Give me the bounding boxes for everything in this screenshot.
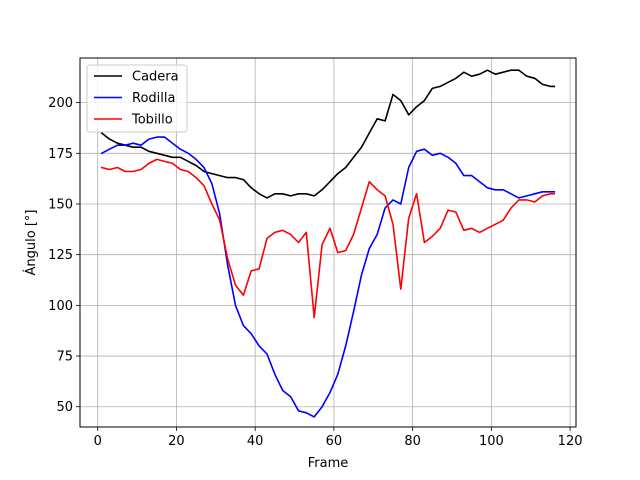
legend-box bbox=[86, 64, 188, 133]
y-tick-label: 75 bbox=[56, 350, 73, 365]
legend-label-rodilla: Rodilla bbox=[132, 91, 175, 106]
legend-label-cadera: Cadera bbox=[132, 70, 179, 85]
y-tick-label: 50 bbox=[56, 400, 73, 415]
x-axis-label: Frame bbox=[308, 456, 349, 471]
x-tick-label: 0 bbox=[94, 434, 102, 449]
series-line-cadera bbox=[100, 69, 556, 199]
y-tick-label: 100 bbox=[48, 299, 73, 314]
x-tick-label: 20 bbox=[168, 434, 185, 449]
x-tick-label: 60 bbox=[326, 434, 343, 449]
y-axis-label: Ángulo [°] bbox=[23, 210, 39, 276]
x-tick-label: 100 bbox=[479, 434, 504, 449]
y-tick-label: 125 bbox=[48, 248, 73, 263]
x-tick-label: 120 bbox=[558, 434, 583, 449]
legend: Cadera Rodilla Tobillo bbox=[86, 64, 188, 133]
y-tick-label: 200 bbox=[48, 96, 73, 111]
axis-ticks: 0 20 40 60 80 100 120 50 75 100 125 150 175 200 bbox=[48, 96, 582, 449]
series-lines bbox=[100, 69, 556, 418]
x-tick-label: 80 bbox=[404, 434, 421, 449]
y-tick-label: 150 bbox=[48, 197, 73, 212]
series-line-rodilla bbox=[100, 136, 556, 418]
grid bbox=[80, 58, 576, 427]
y-tick-label: 175 bbox=[48, 147, 73, 162]
plot-frame bbox=[79, 57, 577, 428]
legend-label-tobillo: Tobillo bbox=[131, 113, 173, 128]
x-tick-label: 40 bbox=[247, 434, 264, 449]
series-line-tobillo bbox=[100, 158, 556, 319]
